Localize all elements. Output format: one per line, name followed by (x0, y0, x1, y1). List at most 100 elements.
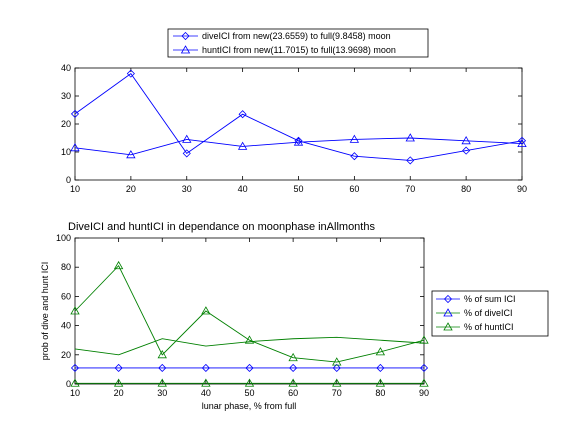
top-legend-label-1: diveICI from new(23.6559) to full(9.8458… (202, 31, 391, 41)
top-y-tick-label: 0 (66, 175, 71, 185)
bottom-series-0-point (114, 363, 123, 373)
top-y-tick-label: 20 (61, 119, 71, 129)
bottom-x-tick-label: 40 (201, 388, 211, 398)
top-series-1-point (70, 142, 80, 152)
top-y-tick-label: 10 (61, 147, 71, 157)
bottom-series-1-point (70, 378, 80, 387)
top-series-0-point (294, 136, 303, 145)
bottom-legend-label-2: % of diveICI (464, 308, 513, 318)
top-series-0-point (517, 136, 527, 145)
bottom-series-1-point (288, 378, 298, 387)
top-series-0-point (126, 69, 135, 78)
top-series-0-point (182, 149, 191, 158)
bottom-series-2-point (244, 335, 255, 344)
bottom-chart-title: DiveICI and huntICI in dependance on moo… (68, 221, 375, 233)
top-y-tick-label: 30 (61, 91, 71, 101)
top-y-tick-label: 40 (61, 63, 71, 73)
bottom-legend: % of sum ICI % of diveICI % of huntICI (431, 290, 549, 337)
bottom-series-2-point (419, 335, 429, 344)
top-series-1-point (237, 141, 248, 150)
bottom-x-tick-label: 90 (419, 388, 429, 398)
bottom-x-tick-label: 70 (332, 388, 342, 398)
top-legend-marker-2 (180, 45, 191, 54)
chart-bottom: DiveICI and huntICI in dependance on moo… (40, 221, 549, 411)
bottom-y-axis-label: prob of dive and hunt ICI (40, 262, 50, 361)
bottom-x-tick-label: 80 (375, 388, 385, 398)
bottom-series-1-point (201, 378, 211, 387)
bottom-series-0-point (419, 363, 429, 373)
bottom-series-2-point (157, 349, 167, 359)
top-x-tick-label: 60 (349, 184, 359, 194)
bottom-series-1-point (419, 378, 429, 387)
top-legend: diveICI from new(23.6559) to full(9.8458… (167, 28, 429, 58)
bottom-y-tick-label: 20 (61, 350, 71, 360)
bottom-y-tick-label: 60 (61, 291, 71, 301)
bottom-series-0-point (332, 363, 341, 373)
top-series-0-point (406, 156, 415, 165)
top-series-1-point (461, 135, 471, 145)
bottom-series-1-point (244, 378, 255, 387)
top-x-tick-label: 70 (405, 184, 415, 194)
bottom-series-0-point (201, 363, 210, 373)
bottom-legend-marker-2 (443, 308, 453, 317)
bottom-series-0-point (158, 363, 167, 373)
top-series-1-point (182, 134, 192, 143)
bottom-axes: 10 20 30 40 50 60 70 80 90 0 20 40 60 80 100 (56, 233, 429, 398)
bottom-y-tick-label: 100 (56, 233, 71, 243)
bottom-x-tick-label: 10 (70, 388, 80, 398)
bottom-series-1-point (332, 378, 342, 387)
top-series-1-point (405, 133, 415, 142)
top-legend-label-2: huntICI from new(11.7015) to full(13.969… (202, 45, 396, 55)
top-series-0-point (238, 110, 247, 119)
bottom-y-tick-label: 0 (66, 379, 71, 389)
bottom-series (70, 260, 429, 387)
top-x-tick-label: 10 (70, 184, 80, 194)
bottom-series-line-2 (74, 264, 425, 363)
bottom-series-2-point (288, 352, 298, 362)
top-x-tick-label: 50 (293, 184, 303, 194)
bottom-x-tick-label: 60 (288, 388, 298, 398)
bottom-series-line-3 (74, 336, 425, 356)
bottom-series-0-point (70, 363, 80, 373)
top-plot-frame (74, 67, 523, 181)
bottom-legend-marker-1 (443, 294, 453, 304)
top-x-tick-label: 90 (517, 184, 527, 194)
bottom-x-tick-label: 50 (244, 388, 254, 398)
bottom-series-0-point (245, 363, 254, 373)
top-series-1-point (349, 134, 360, 143)
top-series-line-1 (74, 137, 523, 156)
bottom-series-2-point (70, 306, 80, 315)
bottom-legend-marker-3 (443, 322, 453, 331)
bottom-series-1-point (157, 378, 167, 387)
bottom-series-1-point (375, 378, 386, 387)
bottom-legend-label-3: % of huntICI (464, 322, 514, 332)
top-series-1-point (293, 137, 304, 146)
bottom-x-axis-label: lunar phase, % from full (202, 401, 297, 411)
bottom-x-tick-label: 20 (114, 388, 124, 398)
bottom-series-0-point (376, 363, 385, 373)
top-legend-marker-1 (181, 31, 190, 41)
bottom-series-2-point (201, 306, 211, 315)
bottom-series-2-point (332, 357, 342, 366)
top-x-tick-label: 40 (238, 184, 248, 194)
bottom-x-tick-label: 30 (157, 388, 167, 398)
top-series (70, 69, 527, 165)
bottom-legend-label-1: % of sum ICI (464, 294, 516, 304)
top-series-1-point (517, 138, 527, 147)
top-legend-box (167, 28, 429, 58)
top-x-tick-label: 20 (126, 184, 136, 194)
top-series-0-point (462, 146, 471, 155)
top-series-1-point (126, 149, 136, 159)
bottom-y-tick-label: 40 (61, 321, 71, 331)
top-x-tick-label: 80 (461, 184, 471, 194)
bottom-y-tick-label: 80 (61, 262, 71, 272)
top-series-0-point (350, 152, 359, 161)
bottom-series-0-point (289, 363, 298, 373)
bottom-series-2-point (113, 260, 124, 270)
bottom-series-1-point (113, 378, 124, 387)
top-series-line-0 (74, 72, 523, 161)
bottom-plot-frame (74, 237, 425, 385)
